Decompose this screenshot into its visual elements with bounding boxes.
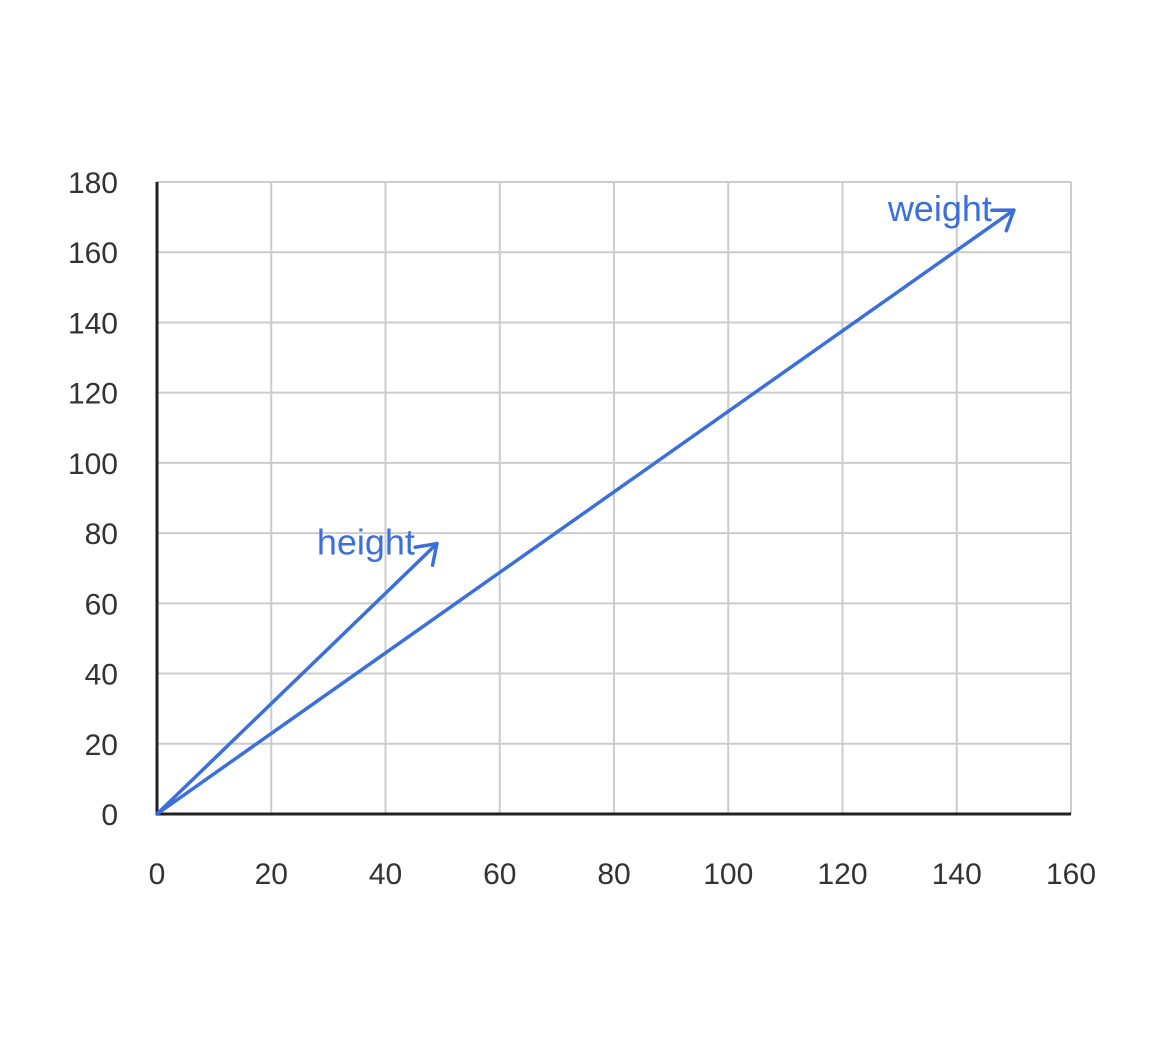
grid-lines bbox=[157, 181, 1072, 814]
x-tick-label: 60 bbox=[483, 858, 516, 891]
x-tick-label: 80 bbox=[597, 858, 630, 891]
tick-labels: 0 20 40 60 80 100 120 140 160 0 20 40 60 80 100 120 140 1… bbox=[68, 167, 1096, 891]
vector-line-weight bbox=[155, 208, 1016, 816]
x-tick-label: 20 bbox=[255, 858, 288, 891]
vector-height: height bbox=[155, 522, 439, 816]
y-tick-label: 160 bbox=[68, 237, 118, 270]
y-tick-label: 40 bbox=[85, 659, 118, 692]
vector-label-weight: weight bbox=[887, 188, 992, 229]
arrowhead-weight bbox=[990, 208, 1016, 233]
x-tick-label: 140 bbox=[932, 858, 982, 891]
x-tick-label: 0 bbox=[149, 858, 166, 891]
x-tick-label: 100 bbox=[703, 858, 753, 891]
y-tick-label: 120 bbox=[68, 378, 118, 411]
y-tick-label: 80 bbox=[85, 518, 118, 551]
y-tick-label: 0 bbox=[101, 799, 118, 832]
vector-series: height weight bbox=[155, 188, 1016, 816]
x-tick-label: 120 bbox=[817, 858, 867, 891]
y-tick-label: 140 bbox=[68, 307, 118, 340]
vector-line-height bbox=[155, 541, 439, 816]
x-tick-label: 40 bbox=[369, 858, 402, 891]
vector-weight: weight bbox=[155, 188, 1016, 816]
x-tick-label: 160 bbox=[1046, 858, 1096, 891]
y-tick-label: 180 bbox=[68, 167, 118, 200]
vector-label-height: height bbox=[317, 522, 415, 563]
y-tick-label: 60 bbox=[85, 588, 118, 621]
y-tick-label: 20 bbox=[85, 729, 118, 762]
axes bbox=[155, 182, 1071, 816]
y-tick-label: 100 bbox=[68, 448, 118, 481]
arrowhead-height bbox=[413, 541, 439, 567]
